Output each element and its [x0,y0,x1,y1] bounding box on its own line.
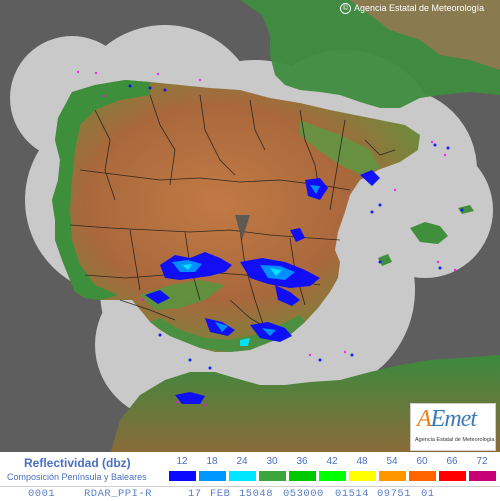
legend-title: Reflectividad (dbz) [24,456,131,470]
status-field: 17 [188,488,202,500]
legend-tick-label: 30 [266,456,278,467]
status-field: 01 [421,488,435,500]
legend-color-swatch [349,471,376,481]
status-field: 01514 [335,488,370,500]
reflectivity-legend: Reflectividad (dbz) Composición Penínsul… [0,452,500,486]
africa-land [110,355,500,455]
legend-tick-label: 36 [296,456,308,467]
status-field: 09751 [377,488,412,500]
legend-tick-label: 66 [446,456,458,467]
legend-tick-label: 48 [356,456,368,467]
copyright-icon: © [340,3,351,15]
legend-color-swatch [469,471,496,481]
menorca-island [458,205,474,214]
aemet-logo: AEmet Agencia Estatal de Meteorología [410,403,496,451]
radar-echoes [76,70,464,407]
legend-subtitle: Composición Península y Baleares [7,472,147,482]
aemet-logo-wordmark: AEmet [417,406,477,432]
status-field: 15048 [239,488,274,500]
ebro-valley [300,120,380,175]
legend-tick-label: 54 [386,456,398,467]
legend-tick-label: 72 [476,456,488,467]
legend-color-swatch [319,471,346,481]
aemet-logo-subtitle: Agencia Estatal de Meteorología [415,437,495,443]
legend-color-swatch [169,471,196,481]
status-field: 0001 [28,488,56,500]
legend-color-swatch [289,471,316,481]
alps-land [350,0,500,70]
mallorca-island [410,222,448,244]
legend-color-swatch [409,471,436,481]
legend-tick-label: 60 [416,456,428,467]
france-land [0,0,500,108]
legend-color-swatch [229,471,256,481]
copyright-text: Agencia Estatal de Meteorología [354,3,485,13]
legend-color-swatch [379,471,406,481]
legend-tick-labels: 12 18 24 30 36 42 48 54 60 66 72 [169,456,494,468]
legend-tick-label: 42 [326,456,338,467]
legend-color-scale [169,471,496,481]
copyright-notice: © Agencia Estatal de Meteorología [340,3,485,15]
status-field: RDAR_PPI-R [84,488,153,500]
madrid-marker [235,215,250,240]
legend-color-swatch [259,471,286,481]
iberia-west-coast [52,80,150,300]
status-field: 053000 [283,488,324,500]
legend-tick-label: 24 [236,456,248,467]
status-bar: 0001 RDAR_PPI-R 17 FEB 15048 053000 01514 09751… [0,486,500,501]
iberia-south-coast [150,315,305,352]
legend-tick-label: 18 [206,456,218,467]
radar-map [0,0,500,455]
ibiza-island [378,254,392,266]
legend-tick-label: 12 [176,456,188,467]
legend-color-swatch [199,471,226,481]
legend-color-swatch [439,471,466,481]
status-field: FEB [210,488,231,500]
guadalquivir-valley [140,280,225,310]
